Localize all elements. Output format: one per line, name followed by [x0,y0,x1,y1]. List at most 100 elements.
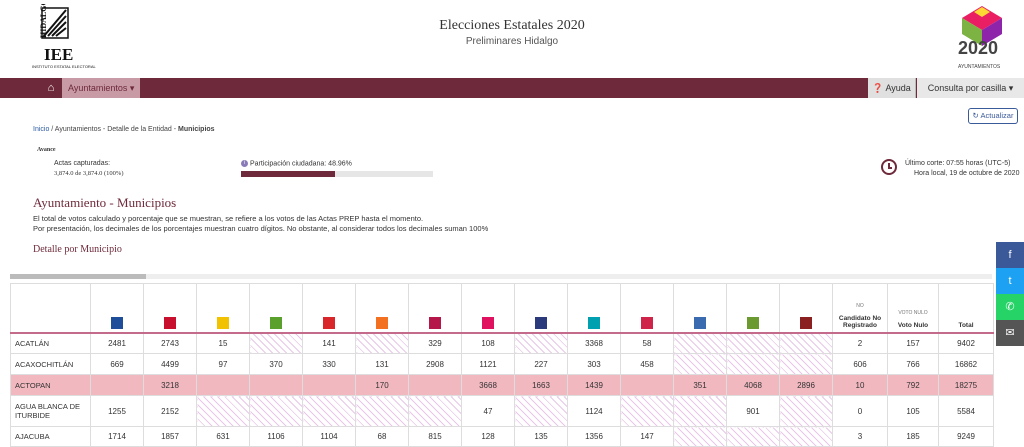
table-cell: 2152 [143,395,197,427]
actualizar-label: Actualizar [980,111,1014,120]
hora-local: Hora local, 19 de octubre de 2020 [914,170,1020,177]
table-cell [726,332,780,354]
header-party-2 [143,283,197,334]
table-cell: 108 [461,332,515,354]
table-row[interactable]: ACAXOCHITLÁN 669 4499 97 370 330 131 2908 1121 22… [10,353,994,375]
table-cell [408,374,462,396]
table-cell [779,332,833,354]
table-cell: 227 [514,353,568,375]
nav-ayuntamientos[interactable]: Ayuntamientos ▾ [62,78,141,98]
table-cell: 2908 [408,353,462,375]
table-cell: 170 [355,374,409,396]
municipio-name: ACAXOCHITLÁN [10,353,91,375]
table-cell [673,395,727,427]
party-logo-icon [270,316,282,329]
party-logo-icon [588,316,600,329]
table-cell: 97 [196,353,250,375]
municipio-name: ACATLÁN [10,332,91,354]
table-cell: 901 [726,395,780,427]
table-cell [302,395,356,427]
municipios-table: NO Candidato No Registrado VOTO NULO Voto N… [10,283,994,447]
clock-icon [881,159,897,175]
header-party-9 [514,283,568,334]
party-logo-icon [429,316,441,329]
table-row[interactable]: ACTOPAN 3218 170 3668 1663 1439 351 4068 2896 10 7… [10,374,994,396]
svg-text:INSTITUTO ESTATAL ELECTORAL: INSTITUTO ESTATAL ELECTORAL [32,64,96,69]
table-cell [620,374,674,396]
table-cell: 9402 [938,332,994,354]
header-no-registrado: NO Candidato No Registrado [832,283,888,334]
table-cell: 329 [408,332,462,354]
table-cell [514,395,568,427]
table-cell: 1663 [514,374,568,396]
table-row[interactable]: AJACUBA 1714 1857 631 1106 1104 68 815 128 135 135… [10,426,994,447]
table-header-row: NO Candidato No Registrado VOTO NULO Voto N… [10,283,994,334]
table-cell: 4068 [726,374,780,396]
table-cell: 792 [887,374,939,396]
table-cell [355,395,409,427]
breadcrumb: Inicio / Ayuntamientos - Detalle de la E… [33,126,215,133]
description-2: Por presentación, los decimales de los p… [33,224,489,233]
table-cell [779,395,833,427]
info-icon: i [241,160,248,167]
page-title: Elecciones Estatales 2020 [439,18,585,33]
table-cell [620,395,674,427]
whatsapp-icon[interactable]: ✆ [996,294,1024,320]
table-row[interactable]: ACATLÁN 2481 2743 15 141 329 108 3368 58 2 157 9402 [10,332,994,354]
table-cell: 1124 [567,395,621,427]
header-party-10 [567,283,621,334]
actas-label: Actas capturadas: [54,160,111,167]
table-cell: 16862 [938,353,994,375]
table-cell: 2896 [779,374,833,396]
table-cell: 458 [620,353,674,375]
header-municipio [10,283,91,334]
table-body: ACATLÁN 2481 2743 15 141 329 108 3368 58 2 157 9402… [10,332,994,447]
table-cell: 47 [461,395,515,427]
table-row[interactable]: AGUA BLANCA DE ITURBIDE 1255 2152 47 1124 901… [10,395,994,427]
scrollbar-thumb[interactable] [10,274,146,279]
table-cell: 3368 [567,332,621,354]
table-cell: 141 [302,332,356,354]
email-icon[interactable]: ✉ [996,320,1024,346]
party-logo-icon [482,316,494,329]
breadcrumb-current: Municipios [178,126,215,133]
header-party-8 [461,283,515,334]
table-cell [302,374,356,396]
actualizar-button[interactable]: ↻ Actualizar [968,108,1018,124]
table-cell [249,374,303,396]
twitter-icon[interactable]: t [996,268,1024,294]
header-party-13 [726,283,780,334]
table-cell [673,426,727,447]
table-cell: 606 [832,353,888,375]
party-logo-icon [641,316,653,329]
breadcrumb-inicio[interactable]: Inicio [33,126,50,133]
table-cell [779,353,833,375]
facebook-icon[interactable]: f [996,242,1024,268]
table-cell: 105 [887,395,939,427]
header-voto-nulo: VOTO NULO Voto Nulo [887,283,939,334]
header-total: Total [938,283,994,334]
table-cell [673,332,727,354]
home-icon[interactable]: ⌂ [47,82,55,94]
table-cell [726,353,780,375]
header-party-5 [302,283,356,334]
table-scrollbar[interactable] [10,274,992,279]
table-cell: 2481 [90,332,144,354]
nav-consulta-casilla[interactable]: Consulta por casilla ▾ [917,78,1024,98]
table-cell [90,374,144,396]
header-party-3 [196,283,250,334]
table-cell: 5584 [938,395,994,427]
table-cell: 766 [887,353,939,375]
table-cell: 4499 [143,353,197,375]
nav-ayuda[interactable]: ❓ Ayuda [868,78,916,98]
header-no-registrado-top: NO [856,302,864,309]
party-logo-icon [164,316,176,329]
municipio-name: ACTOPAN [10,374,91,396]
breadcrumb-middle: / Ayuntamientos - Detalle de la Entidad … [49,126,179,133]
table-cell: 10 [832,374,888,396]
table-cell: 370 [249,353,303,375]
nav-ayuda-label: Ayuda [885,83,911,93]
header-voto-nulo-top: VOTO NULO [898,309,928,316]
refresh-icon: ↻ [972,111,979,120]
party-logo-icon [217,316,229,329]
